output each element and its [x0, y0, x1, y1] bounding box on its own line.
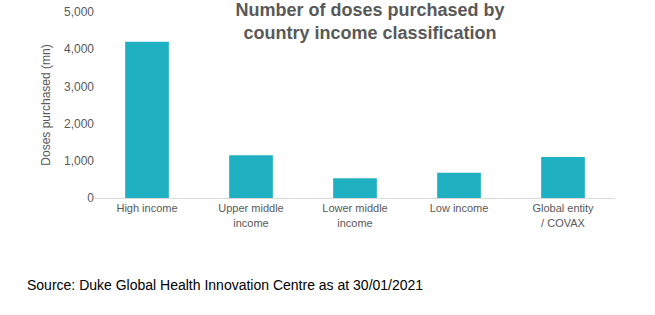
svg-text:Global entity/ COVAX: Global entity/ COVAX: [532, 202, 594, 228]
svg-text:Upper middleincome: Upper middleincome: [218, 202, 283, 228]
svg-text:2,000: 2,000: [64, 117, 94, 131]
svg-text:1,000: 1,000: [64, 154, 94, 168]
svg-text:High income: High income: [116, 202, 177, 214]
svg-text:3,000: 3,000: [64, 80, 94, 94]
svg-text:4,000: 4,000: [64, 42, 94, 56]
svg-text:Doses purchased (mn): Doses purchased (mn): [39, 44, 53, 165]
svg-text:Lower middleincome: Lower middleincome: [322, 202, 387, 228]
svg-text:5,000: 5,000: [64, 5, 94, 19]
svg-text:Source: Duke Global Health Inn: Source: Duke Global Health Innovation Ce…: [27, 277, 423, 293]
svg-text:Number of doses purchased byco: Number of doses purchased bycountry inco…: [236, 0, 505, 43]
svg-text:0: 0: [87, 191, 94, 205]
svg-text:Low income: Low income: [430, 202, 489, 214]
